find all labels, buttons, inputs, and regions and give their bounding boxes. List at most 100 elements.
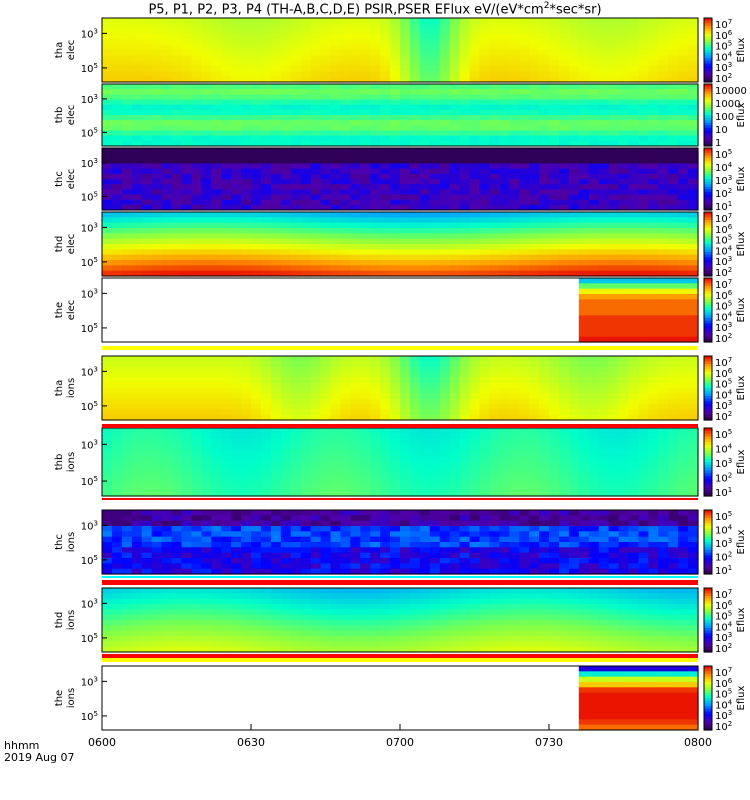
spectrogram-cell (419, 199, 431, 206)
spectrogram-cell (241, 456, 252, 463)
spectrogram-cell (191, 168, 202, 175)
spectrogram-cell (280, 388, 292, 394)
spectrogram-cell (429, 366, 441, 373)
spectrogram-cell (330, 109, 341, 116)
spectrogram-cell (588, 238, 600, 245)
spectrogram-cell (400, 18, 411, 24)
spectrogram-cell (578, 179, 590, 185)
spectrogram-cell (539, 278, 550, 284)
spectrogram-cell (171, 260, 183, 266)
spectrogram-cell (688, 228, 699, 234)
spectrogram-cell (290, 212, 302, 218)
spectrogram-cell (211, 288, 222, 295)
spectrogram-cell (231, 382, 242, 389)
spectrogram-cell (360, 366, 371, 373)
spectrogram-cell (400, 212, 411, 218)
spectrogram-cell (489, 310, 500, 316)
spectrogram-cell (290, 158, 302, 165)
spectrogram-cell (539, 428, 550, 435)
spectrogram-cell (628, 148, 639, 154)
spectrogram-cell (211, 158, 222, 165)
spectrogram-cell (340, 194, 351, 201)
spectrogram-cell (638, 414, 649, 421)
spectrogram-cell (668, 66, 679, 72)
spectrogram-cell (171, 23, 183, 30)
spectrogram-cell (191, 184, 202, 190)
spectrogram-cell (171, 433, 183, 440)
spectrogram-cell (409, 60, 421, 67)
spectrogram-cell (390, 104, 401, 111)
spectrogram-cell (290, 238, 302, 245)
spectrogram-cell (648, 320, 659, 327)
spectrogram-cell (280, 76, 292, 83)
spectrogram-cell (688, 135, 699, 142)
spectrogram-cell (181, 50, 192, 56)
spectrogram-cell (221, 377, 232, 384)
spectrogram-cell (439, 331, 451, 338)
spectrogram-cell (628, 294, 639, 300)
spectrogram-cell (668, 125, 679, 132)
spectrogram-cell (161, 84, 173, 90)
spectrogram-cell (539, 28, 550, 35)
spectrogram-cell (499, 23, 510, 30)
spectrogram-cell (638, 382, 649, 389)
spectrogram-cell (638, 163, 649, 170)
spectrogram-cell (350, 125, 361, 132)
spectrogram-cell (439, 148, 451, 154)
spectrogram-cell (211, 115, 222, 121)
spectrogram-cell (360, 326, 371, 332)
spectrogram-cell (141, 34, 153, 40)
spectrogram-cell (290, 199, 302, 206)
spectrogram-cell (111, 299, 123, 306)
spectrogram-cell (221, 71, 232, 78)
spectrogram-cell (400, 315, 411, 322)
spectrogram-cell (558, 393, 570, 400)
spectrogram-cell (121, 104, 133, 111)
colorbar-cell (704, 138, 712, 142)
spectrogram-cell (409, 125, 421, 132)
spectrogram-cell (320, 372, 332, 378)
spectrogram-cell (121, 125, 133, 132)
spectrogram-cell (360, 135, 371, 142)
spectrogram-cell (360, 331, 371, 338)
spectrogram-cell (290, 222, 302, 229)
spectrogram-cell (181, 130, 192, 137)
spectrogram-cell (201, 222, 212, 229)
spectrogram-cell (221, 467, 232, 474)
spectrogram-cell (300, 356, 312, 362)
spectrogram-cell (549, 39, 560, 46)
spectrogram-cell (111, 153, 123, 159)
spectrogram-cell (290, 76, 302, 83)
spectrogram-cell (350, 326, 361, 332)
spectrogram-cell (688, 130, 699, 137)
spectrogram-cell (171, 55, 183, 62)
spectrogram-cell (509, 278, 520, 284)
spectrogram-cell (479, 173, 490, 180)
spectrogram-cell (111, 204, 123, 211)
spectrogram-cell (330, 89, 341, 95)
spectrogram-cell (509, 393, 520, 400)
spectrogram-cell (310, 28, 322, 35)
spectrogram-cell (121, 366, 133, 373)
spectrogram-cell (300, 462, 312, 469)
spectrogram-cell (658, 356, 669, 362)
panel-frame (101, 211, 699, 277)
spectrogram-cell (688, 238, 699, 245)
spectrogram-cell (360, 404, 371, 410)
spectrogram-cell (638, 18, 649, 24)
spectrogram-cell (102, 104, 113, 111)
spectrogram-cell (429, 388, 441, 394)
spectrogram-cell (469, 356, 481, 362)
spectrogram-cell (251, 265, 262, 272)
spectrogram-cell (429, 331, 441, 338)
spectrogram-cell (598, 326, 610, 332)
spectrogram-cell (251, 249, 262, 256)
spectrogram-cell (141, 55, 153, 62)
spectrogram-cell (419, 109, 431, 116)
colorbar-tick-label: 104 (715, 161, 733, 174)
colorbar-cell (704, 158, 712, 162)
spectrogram-cell (618, 299, 630, 306)
spectrogram-cell (618, 194, 630, 201)
spectrogram-cell (370, 135, 381, 142)
